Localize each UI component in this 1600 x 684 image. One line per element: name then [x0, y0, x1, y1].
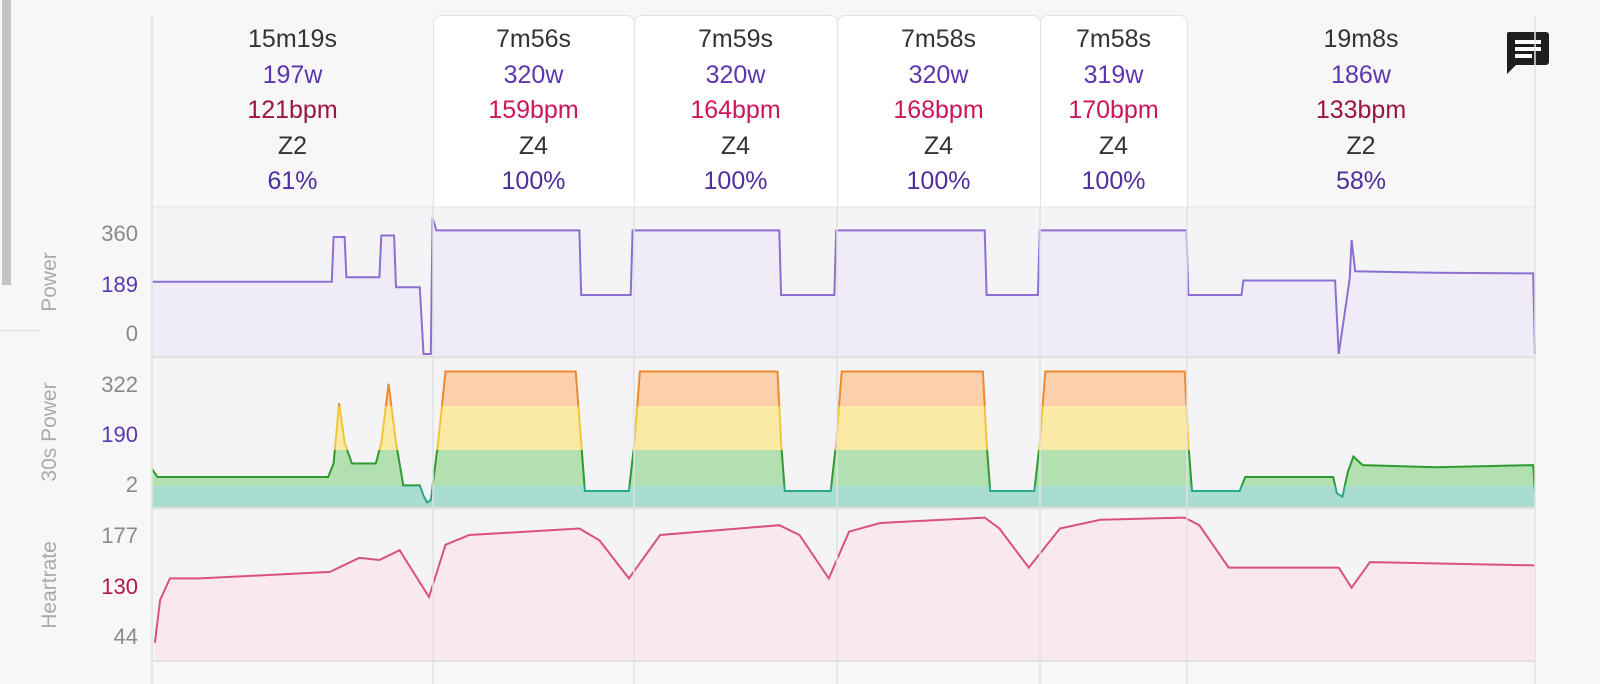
interval-percent: 100%	[906, 167, 971, 195]
comment-icon[interactable]	[1502, 28, 1550, 76]
y-axis-label: Power	[38, 252, 61, 312]
y-axis-label: Heartrate	[38, 541, 61, 629]
interval-card[interactable]	[1040, 15, 1188, 210]
interval-zone: Z2	[1346, 131, 1376, 160]
interval-bpm: 164bpm	[690, 96, 781, 124]
interval-zone: Z2	[277, 131, 308, 160]
y-tick-label: 44	[114, 624, 138, 649]
interval-summary[interactable]: 7m59s 320w 164bpm Z4 100%	[634, 22, 837, 200]
interval-zone: Z4	[923, 131, 954, 160]
interval-card[interactable]	[634, 15, 838, 210]
chart-panel-power: 360 189 0 Power	[38, 206, 1536, 358]
interval-watts: 319w	[1083, 60, 1144, 89]
interval-bpm: 133bpm	[1315, 96, 1407, 124]
interval-summary[interactable]: 7m56s 320w 159bpm Z4 100%	[433, 22, 634, 200]
interval-bpm: 170bpm	[1068, 96, 1159, 124]
y-tick-label: 322	[101, 372, 138, 397]
interval-card[interactable]	[433, 15, 635, 210]
zone-area-3	[338, 371, 1187, 406]
series-line	[152, 217, 1536, 355]
y-tick-label: 177	[101, 523, 138, 548]
y-tick-label: 0	[126, 321, 138, 346]
series-line-segment	[333, 406, 1190, 450]
interval-duration: 7m56s	[495, 25, 572, 53]
interval-percent: 61%	[267, 167, 318, 195]
interval-percent: 100%	[1081, 167, 1146, 195]
interval-zone: Z4	[720, 131, 751, 160]
divider	[0, 330, 40, 331]
interval-watts: 197w	[262, 60, 323, 89]
interval-summary[interactable]: 19m8s 186w 133bpm Z2 58%	[1187, 22, 1535, 200]
interval-percent: 100%	[501, 167, 566, 195]
interval-duration: 7m58s	[1075, 25, 1152, 53]
interval-bpm: 168bpm	[893, 96, 984, 124]
interval-summary[interactable]: 7m58s 320w 168bpm Z4 100%	[837, 22, 1040, 200]
interval-duration: 7m59s	[697, 25, 774, 53]
interval-percent: 58%	[1335, 167, 1387, 195]
chart-panel-30s-power: 322 190 2 30s Power	[38, 357, 1535, 509]
interval-duration: 19m8s	[1323, 25, 1399, 53]
y-tick-label: 360	[101, 221, 138, 246]
interval-watts: 320w	[503, 60, 564, 89]
series-line-segment	[152, 450, 1535, 486]
series-area	[152, 217, 1535, 356]
y-tick-label: 189	[101, 272, 138, 297]
series-line	[153, 516, 1536, 644]
interval-duration: 7m58s	[900, 25, 977, 53]
interval-watts: 186w	[1331, 60, 1391, 89]
page-scrollbar[interactable]	[2, 0, 11, 285]
y-tick-label: 130	[101, 574, 138, 599]
interval-bpm: 159bpm	[488, 96, 579, 124]
y-tick-label: 2	[126, 472, 138, 497]
interval-card[interactable]	[837, 15, 1041, 210]
chart-panel-heartrate: 177 130 44 Heartrate	[38, 508, 1536, 662]
interval-summary[interactable]: 7m58s 319w 170bpm Z4 100%	[1040, 22, 1187, 200]
interval-duration: 15m19s	[248, 25, 337, 53]
y-axis-label: 30s Power	[38, 382, 61, 481]
interval-zone: Z4	[1098, 131, 1129, 160]
series-area	[154, 517, 1535, 660]
interval-percent: 100%	[703, 167, 768, 195]
interval-watts: 320w	[705, 60, 766, 89]
interval-summary[interactable]: 15m19s 197w 121bpm Z2 61%	[152, 22, 433, 200]
y-tick-label: 190	[101, 422, 138, 447]
interval-watts: 320w	[908, 60, 969, 89]
interval-zone: Z4	[518, 131, 549, 160]
zone-area-2	[334, 406, 1189, 450]
interval-bpm: 121bpm	[247, 96, 338, 124]
zone-area-0	[152, 486, 1535, 507]
